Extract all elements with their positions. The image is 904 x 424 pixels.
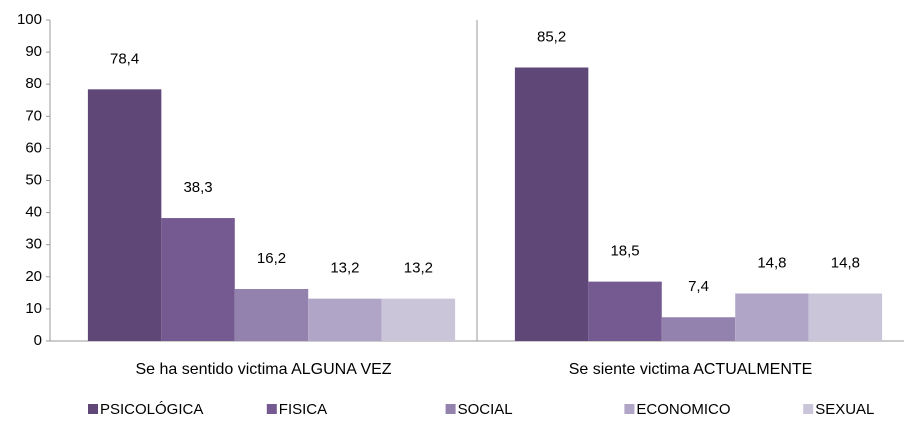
bar [87, 89, 162, 341]
legend-swatch [445, 404, 456, 414]
bar [234, 288, 309, 341]
y-tick-label: 30 [25, 236, 42, 253]
y-tick-label: 50 [25, 171, 42, 188]
data-label: 38,3 [183, 179, 212, 196]
y-tick-label: 10 [25, 300, 42, 317]
bar [808, 293, 883, 341]
data-label: 13,2 [404, 260, 433, 277]
y-tick-label: 70 [25, 107, 42, 124]
bar [661, 317, 736, 341]
x-tick-label: Se siente victima ACTUALMENTE [569, 361, 813, 378]
legend-swatch [266, 404, 277, 414]
legend-swatch [624, 404, 635, 414]
data-label: 18,5 [610, 243, 639, 260]
y-tick-label: 90 [25, 43, 42, 60]
data-label: 78,4 [110, 50, 139, 67]
legend-swatch [88, 404, 98, 414]
legend-label: ECONOMICO [636, 401, 730, 418]
bar [735, 293, 809, 341]
y-tick-label: 60 [25, 139, 42, 156]
x-tick-label: Se ha sentido victima ALGUNA VEZ [135, 361, 391, 378]
bar [161, 218, 235, 341]
legend-swatch [803, 404, 814, 414]
y-tick-label: 80 [25, 75, 42, 92]
legend-label: SOCIAL [458, 401, 513, 418]
data-label: 13,2 [330, 260, 359, 277]
y-tick-label: 40 [25, 204, 42, 221]
data-label: 85,2 [537, 28, 566, 45]
data-label: 14,8 [831, 254, 860, 271]
bar [381, 298, 456, 341]
legend-label: FISICA [279, 401, 327, 418]
legend-label: SEXUAL [815, 401, 874, 418]
legend-label: PSICOLÓGICA [100, 401, 203, 418]
bar [588, 281, 662, 341]
y-tick-label: 0 [34, 332, 42, 349]
y-tick-label: 100 [17, 11, 42, 28]
data-label: 16,2 [257, 250, 286, 267]
bar [514, 67, 589, 342]
y-tick-label: 20 [25, 268, 42, 285]
data-label: 7,4 [688, 278, 709, 295]
bar [308, 298, 382, 341]
data-label: 14,8 [757, 254, 786, 271]
